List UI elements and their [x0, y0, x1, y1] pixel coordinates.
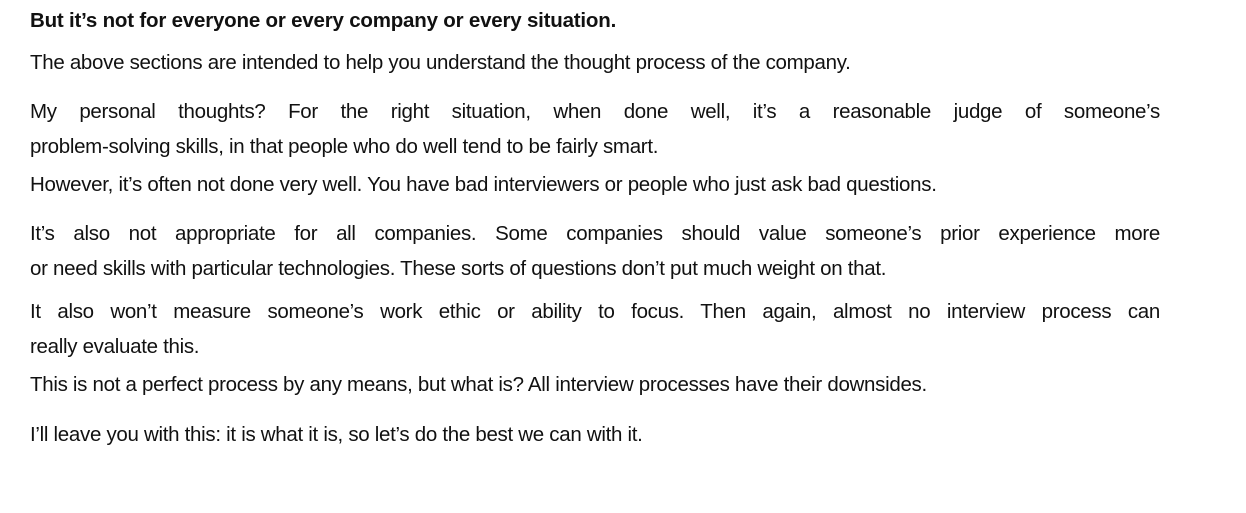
paragraph-line: problem-solving skills, in that people w…: [30, 135, 659, 158]
paragraph-line: The above sections are intended to help …: [30, 51, 851, 74]
paragraph-line: My personal thoughts? For the right situ…: [30, 100, 1160, 123]
paragraph-line: This is not a perfect process by any mea…: [30, 373, 927, 396]
paragraph-line: I’ll leave you with this: it is what it …: [30, 423, 643, 446]
section-heading: But it’s not for everyone or every compa…: [30, 9, 617, 32]
paragraph: The above sections are intended to help …: [30, 50, 1160, 76]
paragraph-line: However, it’s often not done very well. …: [30, 173, 937, 196]
paragraph: However, it’s often not done very well. …: [30, 172, 1160, 198]
paragraph: It also won’t measure someone’s work eth…: [30, 294, 1160, 364]
paragraph: It’s also not appropriate for all compan…: [30, 216, 1160, 286]
document-page: But it’s not for everyone or every compa…: [30, 8, 1160, 448]
paragraph-line: It’s also not appropriate for all compan…: [30, 222, 1160, 245]
paragraph: My personal thoughts? For the right situ…: [30, 94, 1160, 164]
paragraph-line: or need skills with particular technolog…: [30, 257, 887, 280]
paragraph-line: really evaluate this.: [30, 335, 200, 358]
paragraph: This is not a perfect process by any mea…: [30, 372, 1160, 398]
paragraph: I’ll leave you with this: it is what it …: [30, 422, 1160, 448]
paragraph-line: It also won’t measure someone’s work eth…: [30, 300, 1160, 323]
